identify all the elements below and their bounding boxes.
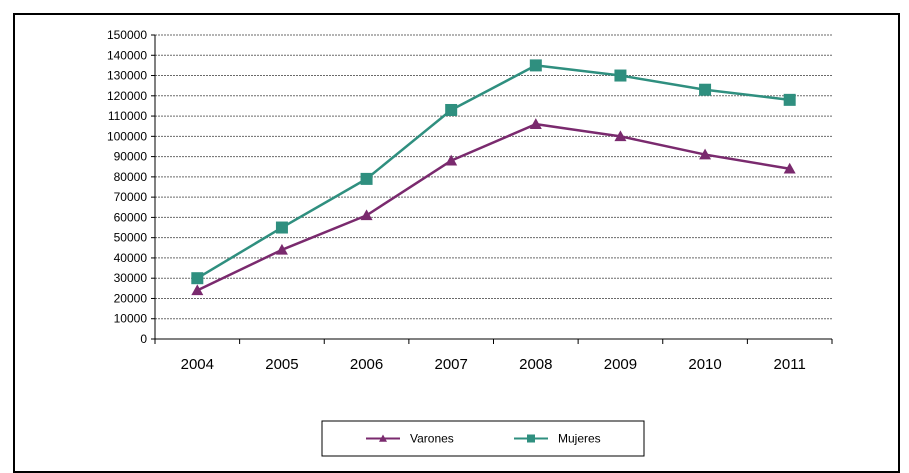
x-tick-label: 2008 (519, 356, 552, 373)
chart-frame (13, 13, 900, 473)
y-tick-label: 10000 (114, 312, 148, 326)
y-tick-label: 70000 (114, 190, 148, 204)
legend-label: Mujeres (558, 432, 601, 446)
axes (151, 34, 833, 344)
grid-lines (155, 34, 832, 320)
y-tick-label: 80000 (114, 170, 148, 184)
data-point (191, 284, 204, 296)
y-tick-label: 110000 (108, 109, 147, 123)
data-point (191, 272, 204, 285)
data-point (360, 172, 373, 185)
data-point (614, 130, 627, 142)
y-tick-label: 60000 (114, 210, 148, 224)
x-tick-label: 2006 (350, 356, 383, 373)
x-tick-label: 2004 (181, 356, 214, 373)
series-line (196, 64, 790, 280)
y-tick-label: 30000 (114, 271, 148, 285)
data-point (445, 154, 458, 166)
x-tick-label: 2009 (604, 356, 637, 373)
data-point (529, 59, 542, 72)
data-point (275, 221, 288, 234)
legend-marker (527, 434, 535, 443)
series (191, 59, 796, 296)
data-point (360, 209, 373, 221)
x-tick-label: 2010 (688, 356, 721, 373)
y-tick-label: 40000 (114, 251, 148, 265)
y-tick-label: 130000 (107, 69, 147, 83)
y-tick-label: 50000 (114, 231, 148, 245)
y-tick-label: 150000 (107, 28, 147, 42)
data-point (783, 93, 796, 106)
y-tick-label: 90000 (114, 150, 148, 164)
legend-marker (379, 434, 387, 442)
y-tick-label: 100000 (107, 129, 147, 143)
x-tick-label: 2011 (774, 356, 806, 373)
y-tick-label: 0 (140, 332, 147, 346)
data-point (783, 162, 796, 174)
y-tick-label: 120000 (107, 89, 147, 103)
data-point (614, 69, 627, 82)
y-tick-label: 20000 (114, 291, 148, 305)
data-point (529, 118, 542, 129)
series-varones (191, 118, 796, 296)
y-tick-labels: 0 10000 20000 30000 40000 50000 60000 70000 8000… (107, 28, 147, 346)
data-point (445, 103, 458, 116)
x-tick-labels: 2004 2005 2006 2007 2008 2009 2010 2011 (181, 356, 806, 373)
legend-label: Varones (410, 432, 454, 446)
legend: Varones Mujeres (321, 420, 645, 457)
x-tick-label: 2005 (265, 356, 298, 373)
y-tick-label: 140000 (107, 48, 147, 62)
series-mujeres (191, 59, 796, 285)
series-line (196, 122, 790, 292)
data-point (699, 83, 712, 96)
x-tick-label: 2007 (435, 356, 468, 373)
data-point (275, 243, 288, 255)
data-point (699, 148, 712, 160)
